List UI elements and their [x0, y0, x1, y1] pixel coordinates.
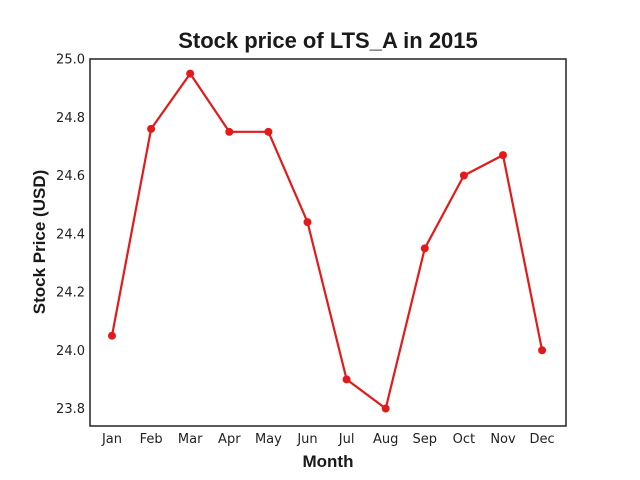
x-tick-label: Apr [218, 432, 241, 447]
x-tick-label: May [255, 432, 282, 447]
data-point-marker [459, 171, 468, 180]
x-tick-label: Oct [453, 432, 475, 447]
data-point-marker [225, 127, 234, 136]
x-tick-label: Jun [296, 432, 317, 447]
y-axis: 23.8 24.0 24.2 24.4 24.6 24.8 25.0 [56, 53, 85, 418]
x-tick-label: Aug [373, 432, 398, 447]
x-tick-label: Nov [490, 432, 516, 447]
data-point-marker [186, 69, 195, 78]
data-point-marker [147, 124, 156, 133]
y-tick-label: 23.8 [56, 402, 85, 417]
x-tick-label: Sep [413, 432, 438, 447]
data-point-marker [303, 218, 312, 227]
y-tick-label: 24.8 [56, 111, 85, 126]
x-axis-label: Month [303, 452, 354, 471]
x-axis: Jan Feb Mar Apr May Jun Jul Aug Sep Oct Nov Dec [101, 432, 555, 447]
data-point-marker [108, 331, 116, 340]
plot-area-frame [89, 58, 567, 427]
data-point-marker [342, 375, 351, 384]
y-tick-label: 24.4 [56, 227, 85, 242]
data-point-marker [499, 151, 507, 160]
x-tick-label: Jan [101, 432, 122, 447]
y-tick-label: 24.2 [56, 286, 85, 301]
data-point-marker [264, 127, 273, 136]
y-axis-label: Stock Price (USD) [30, 170, 49, 315]
x-tick-label: Mar [178, 432, 203, 447]
data-point-marker [538, 346, 547, 355]
x-tick-label: Jul [338, 432, 355, 447]
y-tick-label: 24.6 [56, 169, 85, 184]
y-tick-label: 25.0 [56, 53, 85, 68]
data-point-marker [420, 244, 429, 253]
x-tick-label: Feb [140, 432, 163, 447]
series-line [110, 72, 544, 410]
x-tick-label: Dec [530, 432, 555, 447]
data-point-marker [381, 404, 390, 413]
y-tick-label: 24.0 [56, 344, 85, 359]
chart-title: Stock price of LTS_A in 2015 [178, 28, 478, 53]
series-layer [108, 69, 547, 413]
